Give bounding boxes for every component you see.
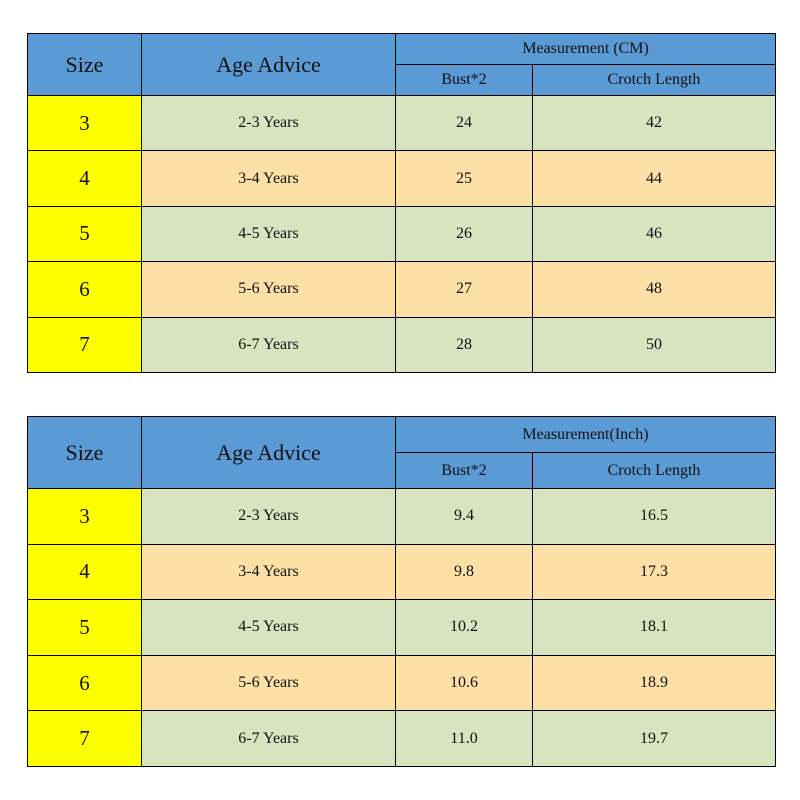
data-cell: 2-3 Years [141, 94, 396, 152]
header-cell: Age Advice [141, 416, 396, 489]
header-cell: Age Advice [141, 33, 396, 96]
header-row: Size Age Advice Measurement (CM) [27, 33, 777, 96]
header-cell: Measurement(Inch) [394, 416, 777, 453]
data-cell: 46 [531, 205, 777, 263]
data-cell: 5-6 Years [141, 654, 396, 712]
data-cell: 18.1 [531, 599, 777, 656]
data-cell: 9.8 [395, 543, 533, 601]
header-cell: Crotch Length [531, 64, 777, 96]
data-row: 3 2-3 Years 9.4 16.5 [27, 488, 777, 545]
header-row: Size Age Advice Measurement(Inch) [27, 416, 777, 489]
header-row: Bust*2 Crotch Length [28, 452, 777, 489]
size-table: Size Age Advice Measurement (CM) Bust*2 Crot… [27, 33, 777, 373]
header-cell: Crotch Length [531, 452, 777, 489]
header-cell: Size [27, 33, 142, 96]
size-cell: 3 [27, 94, 142, 152]
size-cell: 7 [27, 710, 142, 767]
size-cell: 4 [27, 150, 142, 207]
data-row: 4 3-4 Years 9.8 17.3 [27, 543, 777, 601]
data-cell: 24 [395, 94, 533, 152]
data-cell: 26 [395, 205, 533, 263]
data-cell: 50 [531, 316, 777, 373]
data-row: 5 4-5 Years 10.2 18.1 [27, 599, 777, 656]
data-row: 4 3-4 Years 25 44 [27, 150, 777, 207]
data-cell: 19.7 [531, 710, 777, 767]
size-cell: 6 [27, 654, 142, 712]
data-cell: 16.5 [531, 488, 777, 545]
size-cell: 6 [27, 261, 142, 318]
size-cell: 4 [27, 543, 142, 601]
header-cell: Bust*2 [395, 452, 533, 489]
data-cell: 3-4 Years [141, 543, 396, 601]
data-row: 7 6-7 Years 11.0 19.7 [27, 710, 777, 767]
size-cell: 7 [27, 316, 142, 373]
data-row: 6 5-6 Years 27 48 [27, 261, 777, 318]
data-cell: 10.2 [395, 599, 533, 656]
header-row: Bust*2 Crotch Length [28, 64, 777, 96]
data-cell: 11.0 [395, 710, 533, 767]
data-row: 5 4-5 Years 26 46 [27, 205, 777, 263]
data-cell: 4-5 Years [141, 599, 396, 656]
data-cell: 2-3 Years [141, 488, 396, 545]
data-cell: 42 [531, 94, 777, 152]
data-cell: 48 [531, 261, 777, 318]
data-cell: 6-7 Years [141, 710, 396, 767]
data-cell: 10.6 [395, 654, 533, 712]
data-row: 6 5-6 Years 10.6 18.9 [27, 654, 777, 712]
data-cell: 3-4 Years [141, 150, 396, 207]
data-cell: 4-5 Years [141, 205, 396, 263]
size-table: Size Age Advice Measurement(Inch) Bust*2 Cro… [27, 416, 777, 767]
data-cell: 6-7 Years [141, 316, 396, 373]
data-cell: 28 [395, 316, 533, 373]
data-cell: 44 [531, 150, 777, 207]
size-cell: 5 [27, 599, 142, 656]
data-cell: 27 [395, 261, 533, 318]
data-row: 3 2-3 Years 24 42 [27, 94, 777, 152]
data-cell: 9.4 [395, 488, 533, 545]
header-cell: Size [27, 416, 142, 489]
data-cell: 25 [395, 150, 533, 207]
header-cell: Bust*2 [395, 64, 533, 96]
size-cell: 5 [27, 205, 142, 263]
size-cell: 3 [27, 488, 142, 545]
data-cell: 17.3 [531, 543, 777, 601]
data-cell: 5-6 Years [141, 261, 396, 318]
data-cell: 18.9 [531, 654, 777, 712]
data-row: 7 6-7 Years 28 50 [27, 316, 777, 373]
header-cell: Measurement (CM) [394, 33, 777, 65]
